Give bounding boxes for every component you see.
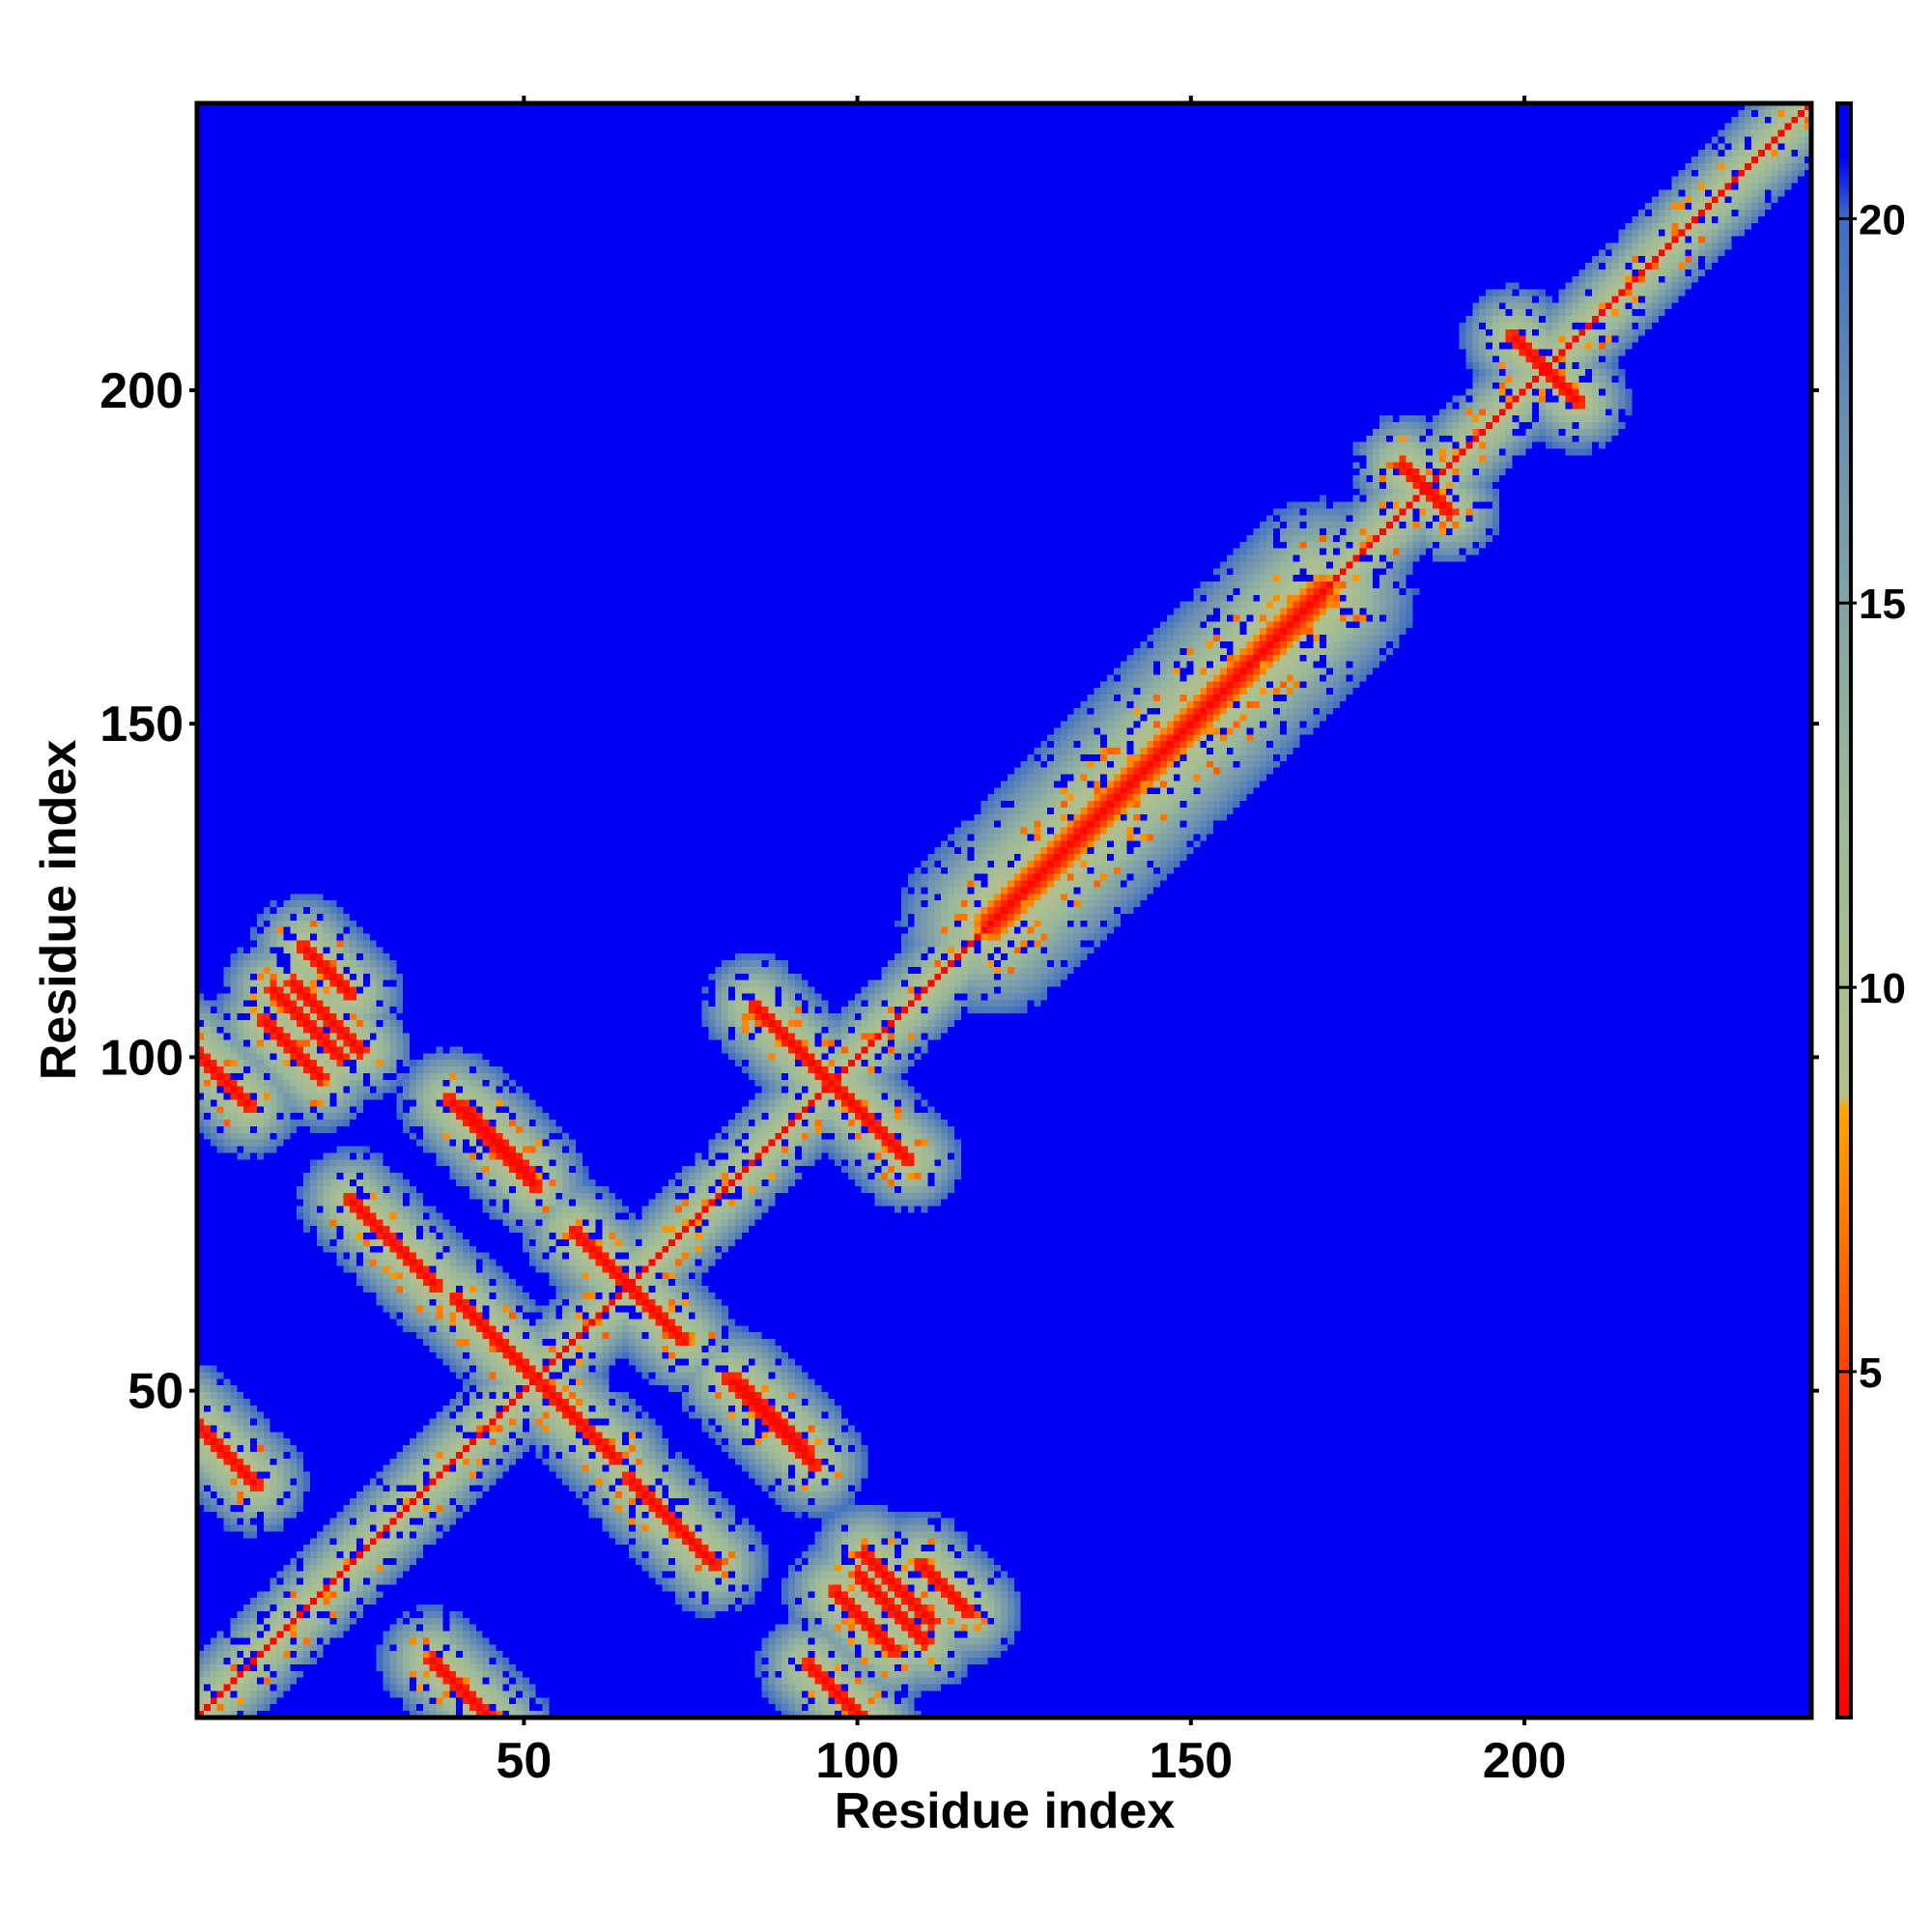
colorbar-tick-label: 20 bbox=[1859, 196, 1906, 243]
plot-frame bbox=[194, 100, 1814, 1720]
x-axis-label: Residue index bbox=[835, 1783, 1176, 1839]
y-axis: 50 100 150 200 bbox=[99, 363, 1819, 1420]
colorbar-ticks: 5 10 15 20 bbox=[1837, 196, 1906, 1397]
x-tick-label: 50 bbox=[496, 1733, 552, 1789]
y-axis-label: Residue index bbox=[31, 740, 87, 1081]
x-tick-label: 200 bbox=[1483, 1733, 1567, 1789]
colorbar-gradient bbox=[1835, 101, 1853, 1719]
colorbar-tick-label: 10 bbox=[1859, 965, 1906, 1012]
heatmap-cells bbox=[197, 103, 1811, 1718]
x-axis: 50 100 150 200 bbox=[496, 96, 1566, 1789]
colorbar-tick-label: 15 bbox=[1859, 581, 1906, 628]
y-tick-label: 50 bbox=[128, 1364, 184, 1420]
y-tick-label: 150 bbox=[99, 696, 184, 753]
colorbar: 5 10 15 20 bbox=[1835, 101, 1906, 1719]
x-tick-label: 100 bbox=[815, 1733, 899, 1789]
x-tick-label: 150 bbox=[1149, 1733, 1233, 1789]
y-tick-label: 200 bbox=[99, 363, 184, 419]
colorbar-tick-label: 5 bbox=[1859, 1350, 1882, 1397]
heatmap-image bbox=[197, 103, 1811, 1718]
y-tick-label: 100 bbox=[99, 1030, 184, 1086]
